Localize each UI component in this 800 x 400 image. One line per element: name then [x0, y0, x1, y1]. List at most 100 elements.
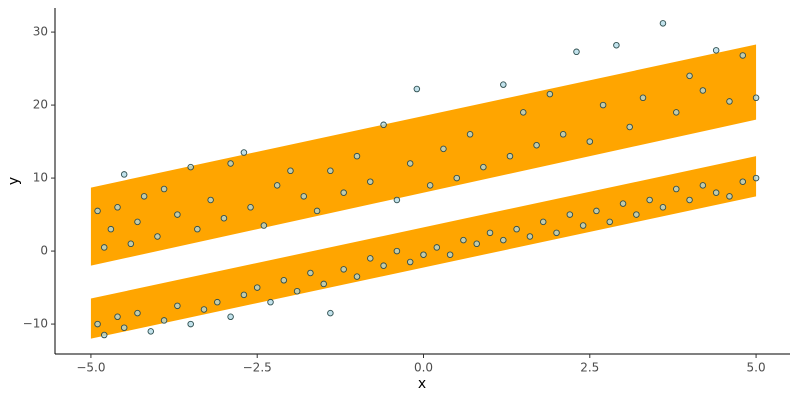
point — [553, 229, 560, 237]
x-tick-label: 0.0 — [414, 361, 433, 375]
point — [353, 273, 361, 280]
point — [147, 328, 155, 335]
point — [533, 141, 540, 149]
point — [446, 251, 454, 258]
point — [633, 211, 640, 218]
point — [94, 207, 101, 215]
y-tick-label: 30 — [33, 25, 48, 39]
point — [340, 266, 347, 273]
point — [134, 309, 141, 317]
y-tick-label: 10 — [33, 171, 48, 185]
point — [480, 163, 487, 171]
point — [207, 196, 214, 204]
point — [686, 196, 693, 204]
point — [100, 331, 108, 339]
point — [406, 258, 414, 266]
point — [500, 236, 507, 244]
point — [726, 193, 733, 200]
point — [752, 94, 760, 102]
point — [307, 269, 314, 277]
point — [699, 87, 707, 94]
point — [267, 298, 274, 306]
x-tick-label: −5.0 — [76, 361, 105, 375]
point — [94, 320, 101, 328]
point — [154, 233, 161, 240]
y-tick-label: 0 — [40, 244, 48, 258]
point — [619, 200, 627, 207]
point — [453, 174, 461, 182]
point — [367, 178, 374, 185]
point — [187, 163, 194, 171]
point — [160, 185, 168, 193]
point — [473, 240, 480, 248]
point — [187, 320, 194, 328]
x-tick-label: 2.5 — [580, 361, 599, 375]
point — [140, 193, 148, 200]
point — [712, 47, 720, 54]
point — [520, 109, 527, 116]
point — [726, 98, 733, 105]
point — [546, 90, 554, 98]
point — [320, 280, 327, 288]
point — [659, 20, 667, 27]
point — [420, 251, 427, 258]
point — [626, 123, 633, 131]
point — [367, 255, 374, 262]
point — [380, 262, 387, 269]
point — [646, 196, 653, 204]
point — [107, 225, 115, 233]
y-tick-label: 20 — [33, 98, 48, 112]
point — [240, 291, 248, 299]
point — [393, 247, 401, 255]
point — [227, 160, 234, 167]
point — [659, 204, 667, 211]
point — [433, 244, 441, 251]
point — [506, 152, 514, 160]
point — [599, 101, 607, 109]
point — [380, 121, 387, 129]
point — [327, 167, 334, 175]
point — [114, 204, 121, 211]
point — [120, 324, 128, 331]
x-axis-title: x — [418, 376, 426, 392]
point — [686, 72, 693, 80]
point — [273, 182, 281, 189]
point — [100, 244, 108, 251]
point — [559, 131, 567, 138]
point — [227, 313, 234, 321]
point — [300, 193, 308, 200]
point — [466, 131, 474, 138]
ribbon — [90, 44, 757, 266]
point — [174, 211, 181, 218]
point — [613, 41, 620, 49]
point — [393, 196, 401, 204]
point — [712, 189, 720, 196]
point — [240, 149, 248, 156]
point — [214, 298, 221, 306]
point — [174, 302, 181, 310]
point — [500, 81, 507, 88]
point — [406, 160, 414, 167]
y-tick-label: −10 — [23, 317, 48, 331]
x-tick-label: 5.0 — [747, 361, 766, 375]
point — [460, 236, 467, 244]
point — [539, 218, 547, 226]
point — [220, 214, 228, 222]
point — [586, 138, 594, 145]
point — [639, 94, 647, 102]
point — [194, 225, 201, 233]
point — [114, 313, 121, 321]
point — [486, 229, 494, 237]
point — [253, 284, 261, 291]
point — [673, 185, 680, 193]
point — [160, 317, 168, 324]
point — [134, 218, 141, 226]
point — [353, 152, 361, 160]
point — [752, 174, 760, 182]
point — [260, 222, 268, 229]
point — [579, 222, 587, 229]
point — [739, 52, 747, 59]
point — [593, 207, 600, 215]
point — [566, 211, 574, 218]
